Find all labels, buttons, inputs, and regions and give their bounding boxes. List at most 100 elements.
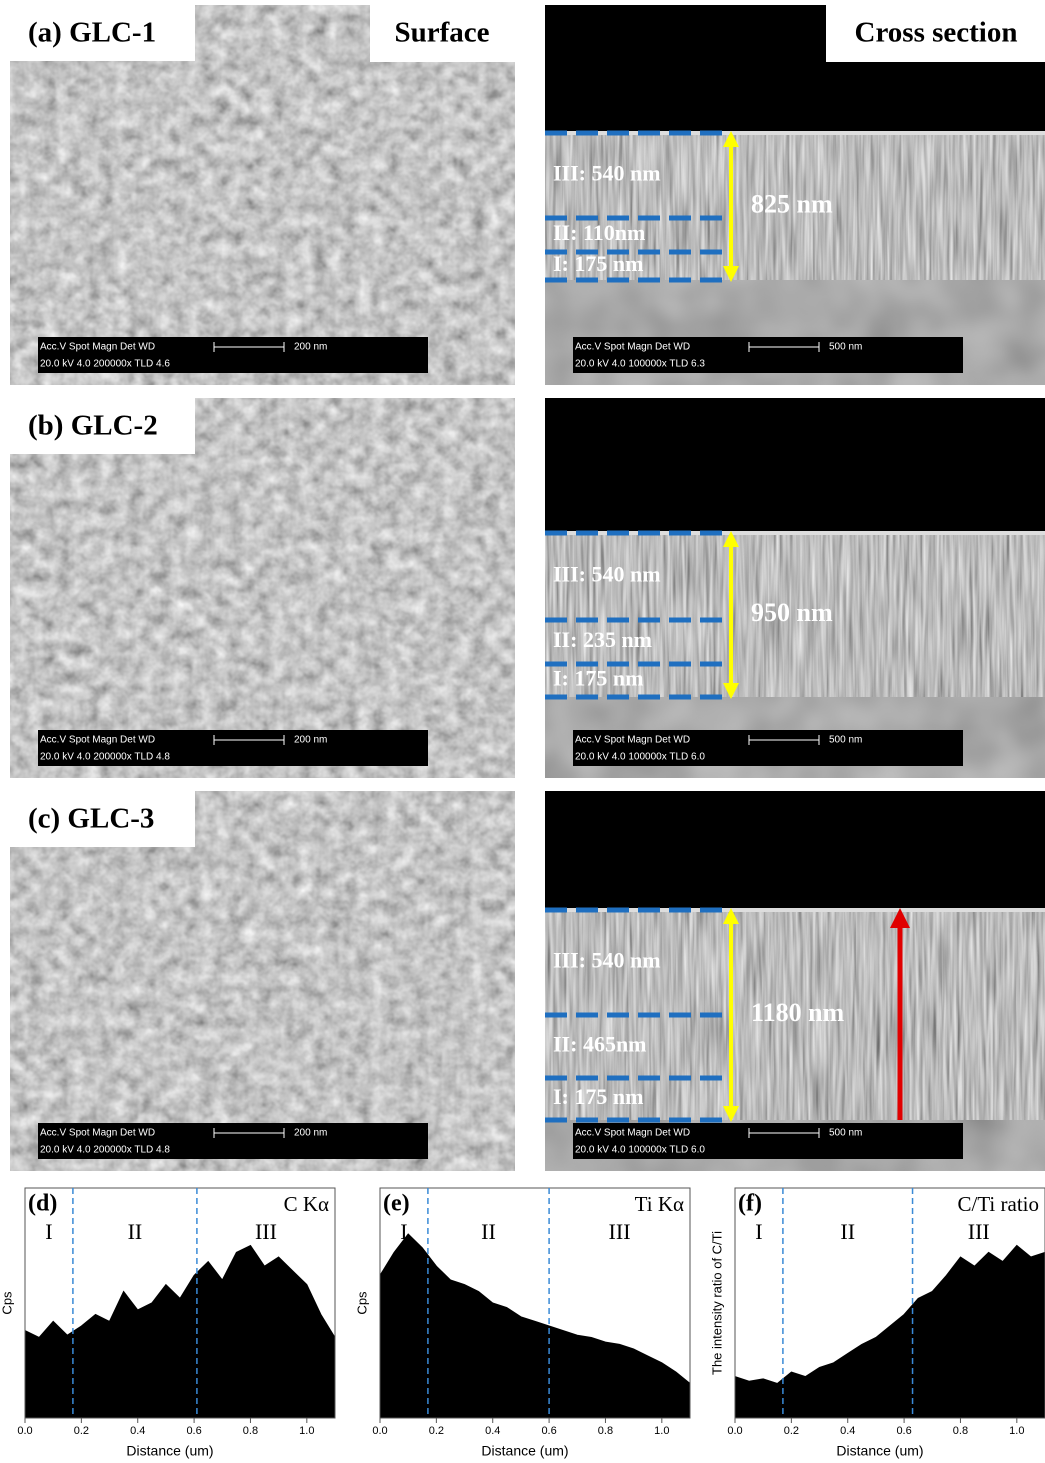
surface-image bbox=[10, 5, 515, 385]
title-box bbox=[370, 5, 515, 62]
label-box bbox=[10, 5, 195, 61]
total-thickness: 1180 nm bbox=[751, 998, 845, 1027]
info-text: Acc.V Spot Magn Det WD bbox=[40, 1128, 155, 1139]
x-tick-label: 1.0 bbox=[654, 1425, 669, 1437]
x-axis-label: Distance (um) bbox=[126, 1443, 213, 1459]
film bbox=[545, 533, 1045, 697]
x-tick-label: 0.8 bbox=[953, 1425, 968, 1437]
info-bar bbox=[38, 337, 428, 373]
x-tick-label: 0.2 bbox=[784, 1425, 799, 1437]
column-title: Surface bbox=[394, 17, 489, 49]
region-label: III bbox=[609, 1219, 631, 1244]
x-axis-label: Distance (um) bbox=[836, 1443, 923, 1459]
layer-label: I: 175 nm bbox=[553, 1084, 643, 1109]
label-box bbox=[10, 791, 195, 847]
info-text: 20.0 kV 4.0 200000x TLD 4.8 bbox=[40, 1145, 170, 1156]
line-scan bbox=[734, 1244, 1045, 1419]
panel-label: (b) GLC-2 bbox=[28, 410, 158, 442]
surface-image bbox=[10, 398, 515, 778]
title-box bbox=[826, 5, 1045, 62]
total-thickness: 950 nm bbox=[751, 598, 833, 627]
info-bar bbox=[38, 1123, 428, 1159]
x-tick-label: 0.6 bbox=[896, 1425, 911, 1437]
info-text: 20.0 kV 4.0 100000x TLD 6.0 bbox=[575, 752, 705, 763]
info-text: Acc.V Spot Magn Det WD bbox=[575, 1128, 690, 1139]
panel-box bbox=[736, 1189, 774, 1219]
y-axis-label: The intensity ratio of C/Ti bbox=[709, 1231, 724, 1375]
panel-box bbox=[26, 1189, 64, 1219]
x-tick-label: 1.0 bbox=[299, 1425, 314, 1437]
x-tick-label: 0.0 bbox=[17, 1425, 32, 1437]
line-scan bbox=[379, 1233, 691, 1419]
film-top-edge bbox=[545, 131, 1045, 135]
x-tick-label: 0.4 bbox=[130, 1425, 145, 1437]
film bbox=[545, 133, 1045, 280]
panel-letter: (e) bbox=[383, 1191, 410, 1217]
x-tick-label: 0.6 bbox=[186, 1425, 201, 1437]
column-title: Cross section bbox=[855, 17, 1018, 49]
x-axis-label: Distance (um) bbox=[481, 1443, 568, 1459]
info-text: Acc.V Spot Magn Det WD bbox=[575, 735, 690, 746]
scale-label: 200 nm bbox=[294, 735, 327, 746]
panel-label: (c) GLC-3 bbox=[28, 803, 154, 835]
film-top-edge bbox=[545, 908, 1045, 912]
scale-label: 500 nm bbox=[829, 342, 862, 353]
film-top-edge bbox=[545, 531, 1045, 535]
info-text: Acc.V Spot Magn Det WD bbox=[575, 342, 690, 353]
scale-label: 200 nm bbox=[294, 1128, 327, 1139]
region-label: II bbox=[128, 1219, 143, 1244]
region-label: II bbox=[481, 1219, 496, 1244]
label-box bbox=[10, 398, 195, 454]
x-tick-label: 0.0 bbox=[372, 1425, 387, 1437]
layer-label: III: 540 nm bbox=[553, 161, 661, 186]
panel-letter: (d) bbox=[28, 1191, 57, 1217]
info-bar bbox=[573, 730, 963, 766]
plot-frame bbox=[24, 1187, 336, 1419]
x-tick-label: 0.2 bbox=[74, 1425, 89, 1437]
x-tick-label: 0.0 bbox=[727, 1425, 742, 1437]
y-axis-label: Cps bbox=[0, 1291, 14, 1315]
chart-title: C/Ti ratio bbox=[958, 1192, 1040, 1216]
x-tick-label: 0.8 bbox=[243, 1425, 258, 1437]
layer-label: II: 110nm bbox=[553, 220, 645, 245]
x-tick-label: 0.8 bbox=[598, 1425, 613, 1437]
info-text: 20.0 kV 4.0 200000x TLD 4.6 bbox=[40, 359, 170, 370]
layer-label: III: 540 nm bbox=[553, 948, 661, 973]
info-text: 20.0 kV 4.0 100000x TLD 6.0 bbox=[575, 1145, 705, 1156]
chart-title: C Kα bbox=[284, 1192, 329, 1216]
panel-letter: (f) bbox=[738, 1191, 762, 1217]
x-tick-label: 0.2 bbox=[429, 1425, 444, 1437]
region-label: III bbox=[968, 1219, 990, 1244]
info-bar bbox=[573, 1123, 963, 1159]
layer-label: II: 465nm bbox=[553, 1032, 647, 1057]
info-text: Acc.V Spot Magn Det WD bbox=[40, 735, 155, 746]
region-label: I bbox=[400, 1219, 407, 1244]
scale-label: 500 nm bbox=[829, 735, 862, 746]
x-tick-label: 0.6 bbox=[541, 1425, 556, 1437]
plot-frame bbox=[379, 1187, 691, 1419]
scale-label: 500 nm bbox=[829, 1128, 862, 1139]
layer-label: I: 175 nm bbox=[553, 666, 643, 691]
scale-label: 200 nm bbox=[294, 342, 327, 353]
line-scan bbox=[24, 1244, 336, 1419]
total-thickness: 825 nm bbox=[751, 189, 833, 218]
y-axis-label: Cps bbox=[354, 1291, 369, 1315]
panel-box bbox=[381, 1189, 419, 1219]
plot-frame bbox=[734, 1187, 1045, 1419]
chart-title: Ti Kα bbox=[635, 1192, 684, 1216]
layer-label: I: 175 nm bbox=[553, 251, 643, 276]
info-text: 20.0 kV 4.0 100000x TLD 6.3 bbox=[575, 359, 705, 370]
region-label: III bbox=[255, 1219, 277, 1244]
region-label: I bbox=[45, 1219, 52, 1244]
info-bar bbox=[38, 730, 428, 766]
info-text: 20.0 kV 4.0 200000x TLD 4.8 bbox=[40, 752, 170, 763]
x-tick-label: 0.4 bbox=[840, 1425, 855, 1437]
region-label: II bbox=[840, 1219, 855, 1244]
region-label: I bbox=[755, 1219, 762, 1244]
panel-label: (a) GLC-1 bbox=[28, 17, 156, 49]
x-tick-label: 1.0 bbox=[1009, 1425, 1024, 1437]
surface-image bbox=[10, 791, 515, 1171]
layer-label: II: 235 nm bbox=[553, 627, 652, 652]
info-bar bbox=[573, 337, 963, 373]
